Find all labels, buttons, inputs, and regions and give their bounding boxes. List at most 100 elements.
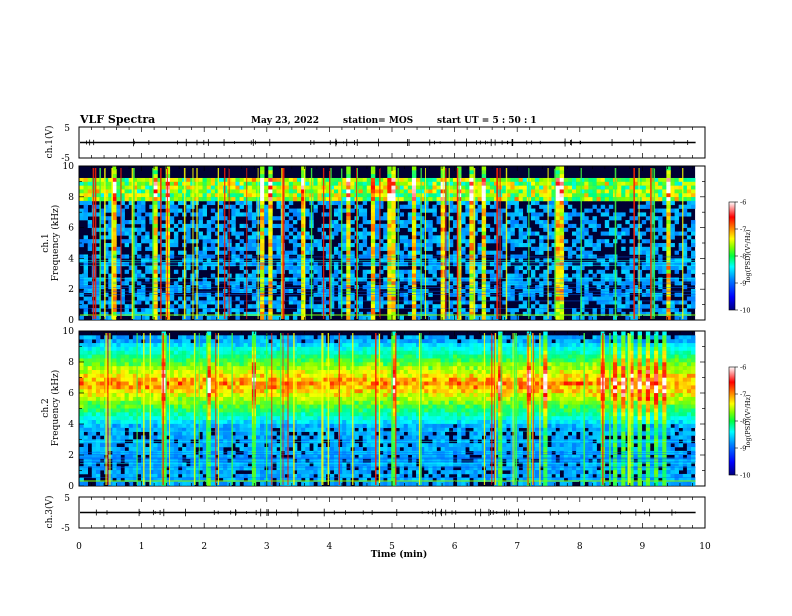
spectrogram-cell [642,193,646,197]
spectrogram-cell [207,220,211,224]
spectrogram-cell [219,197,223,201]
spectrogram-cell [597,193,601,197]
spectrogram-cell [662,247,666,251]
spectrogram-cell [112,232,116,236]
spectrogram-cell [469,220,473,224]
spectrogram-cell [670,228,674,232]
spectrogram-cell [404,239,408,243]
spectrogram-cell [424,178,428,182]
spectrogram-cell [153,355,157,359]
spectrogram-cell [424,254,428,258]
spectrogram-cell [145,374,149,378]
spectrogram-cell [556,170,560,174]
spectrogram-cell [387,316,391,320]
spectrogram-cell [289,239,293,243]
spectrogram-cell [116,397,120,401]
spectrogram-cell [162,297,166,301]
spectrogram-cell [235,277,239,281]
spectrogram-cell [560,266,564,270]
spectrogram-cell [305,212,309,216]
spectrogram-cell [88,358,92,362]
spectrogram-cell [367,186,371,190]
spectrogram-cell [560,193,564,197]
spectrogram-cell [683,205,687,209]
spectrogram-cell [560,197,564,201]
spectrogram-cell [145,412,149,416]
spectrogram-cell [174,205,178,209]
spectrogram-cell [178,335,182,339]
spectrogram-cell [157,343,161,347]
spectrogram-cell [523,251,527,255]
spectrogram-cell [400,224,404,228]
spectrogram-cell [186,401,190,405]
spectrogram-cell [486,293,490,297]
spectrogram-cell [576,182,580,186]
spectrogram-cell [285,212,289,216]
spectrogram-cell [297,197,301,201]
spectrogram-cell [112,274,116,278]
spectrogram-cell [84,405,88,409]
spectrogram-cell [666,243,670,247]
spectrogram-cell [342,274,346,278]
spectrogram-cell [318,247,322,251]
spectrogram-cell [404,220,408,224]
spectrogram-cell [539,247,543,251]
spectrogram-cell [691,182,695,186]
spectrogram-cell [112,382,116,386]
spectrogram-cell [248,274,252,278]
spectrogram-cell [129,339,133,343]
spectrogram-cell [203,254,207,258]
spectrogram-cell [182,393,186,397]
spectrogram-cell [174,362,178,366]
spectrogram-cell [207,254,211,258]
spectrogram-cell [416,297,420,301]
spectrogram-cell [100,347,104,351]
spectrogram-cell [244,212,248,216]
spectrogram-cell [387,228,391,232]
spectrogram-cell [375,224,379,228]
spectrogram-cell [277,186,281,190]
spectrogram-cell [453,277,457,281]
spectrogram-cell [342,197,346,201]
spectrogram-cell [675,209,679,213]
spectrogram-cell [272,239,276,243]
spectrogram-cell [568,212,572,216]
spectrogram-cell [289,224,293,228]
spectrogram-cell [424,197,428,201]
spectrogram-cell [137,178,141,182]
spectrogram-cell [84,482,88,486]
spectrogram-cell [387,201,391,205]
spectrogram-cell [560,232,564,236]
spectrogram-cell [264,182,268,186]
spectrogram-cell [231,247,235,251]
spectrogram-cell [675,193,679,197]
spectrogram-cell [346,189,350,193]
spectrogram-cell [313,205,317,209]
spectrogram-cell [285,254,289,258]
spectrogram-cell [428,247,432,251]
spectrogram-cell [539,293,543,297]
spectrogram-cell [461,189,465,193]
spectrogram-cell [289,178,293,182]
spectrogram-cell [157,405,161,409]
spectrogram-cell [428,277,432,281]
spectrogram-cell [465,201,469,205]
spectrogram-cell [350,228,354,232]
spectrogram-cell [597,297,601,301]
spectrogram-cell [84,277,88,281]
spectrogram-cell [383,254,387,258]
spectrogram-cell [535,193,539,197]
spectrogram-cell [289,232,293,236]
spectrogram-cell [174,462,178,466]
spectrogram-cell [121,378,125,382]
spectrogram-cell [157,385,161,389]
spectrogram-cell [437,189,441,193]
spectrogram-cell [588,251,592,255]
spectrogram-cell [285,220,289,224]
spectrogram-cell [416,216,420,220]
spectrogram-cell [428,232,432,236]
spectrogram-cell [289,197,293,201]
spectrogram-cell [125,243,129,247]
spectrogram-cell [359,212,363,216]
spectrogram-cell [84,412,88,416]
